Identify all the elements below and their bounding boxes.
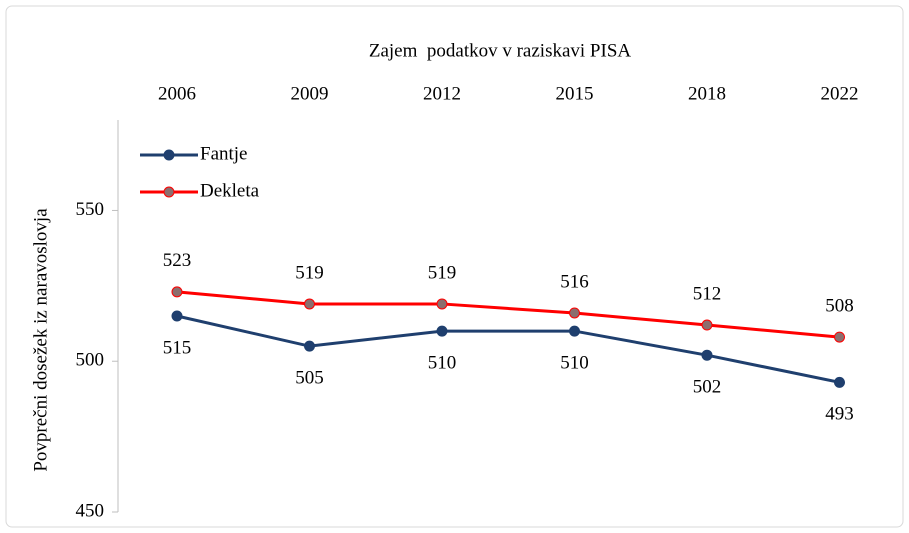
data-point — [304, 340, 315, 352]
data-point — [701, 349, 713, 361]
data-label: 510 — [560, 352, 589, 373]
data-point — [569, 307, 580, 319]
data-point — [304, 298, 315, 310]
data-label: 502 — [693, 377, 722, 398]
x-tick-label: 2015 — [556, 83, 594, 104]
legend-label: Dekleta — [200, 180, 260, 201]
data-point — [436, 325, 448, 337]
data-point — [701, 319, 713, 331]
data-label: 519 — [295, 262, 324, 283]
data-label: 508 — [825, 295, 854, 316]
y-tick-label: 500 — [76, 350, 105, 371]
x-tick-label: 2012 — [423, 83, 461, 104]
data-label: 516 — [560, 271, 589, 292]
legend-marker — [163, 186, 175, 198]
data-point — [569, 325, 580, 337]
y-tick-label: 550 — [76, 199, 105, 220]
x-tick-label: 2006 — [158, 83, 196, 104]
legend-marker — [163, 149, 175, 161]
data-label: 512 — [693, 283, 722, 304]
data-point — [171, 310, 183, 322]
data-label: 523 — [163, 250, 192, 271]
x-tick-label: 2022 — [821, 83, 859, 104]
data-label: 493 — [825, 404, 854, 425]
series-line — [176, 290, 840, 339]
data-point — [171, 286, 183, 298]
data-point — [834, 376, 845, 388]
y-tick-label: 450 — [76, 500, 105, 521]
data-point — [834, 331, 845, 343]
data-point — [436, 298, 448, 310]
data-label: 505 — [295, 368, 324, 389]
x-axis-title: Zajem podatkov v raziskavi PISA — [369, 40, 632, 61]
x-tick-label: 2018 — [688, 83, 726, 104]
chart-border — [5, 5, 904, 528]
y-axis-title: Povprečni dosežek iz naravoslovja — [30, 208, 51, 472]
data-label: 519 — [428, 262, 457, 283]
x-tick-label: 2009 — [291, 83, 329, 104]
legend-label: Fantje — [200, 143, 248, 164]
data-label: 510 — [428, 352, 457, 373]
series-line — [176, 314, 840, 384]
data-label: 515 — [163, 337, 192, 358]
